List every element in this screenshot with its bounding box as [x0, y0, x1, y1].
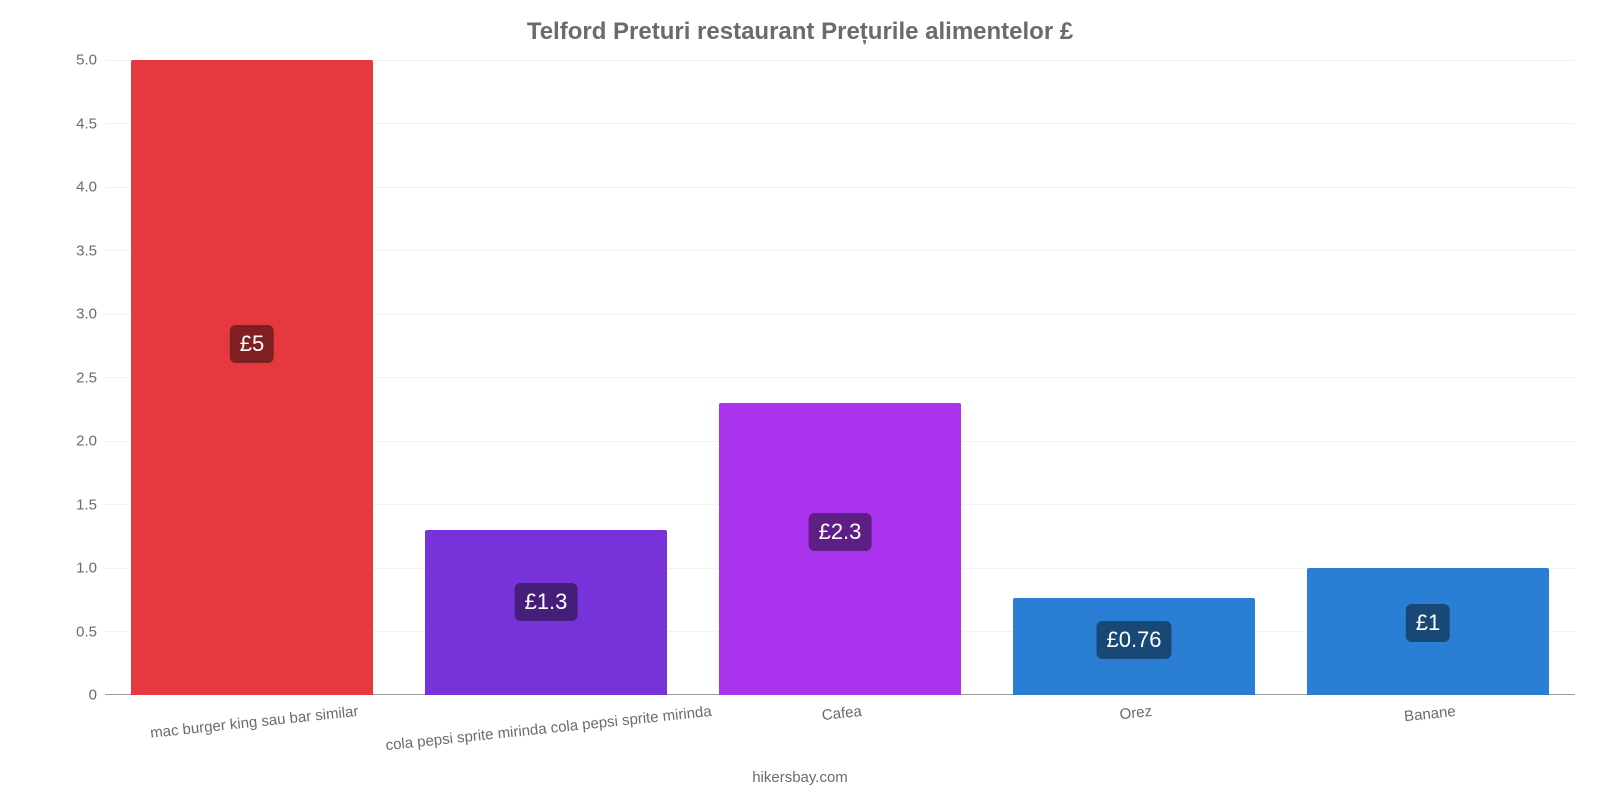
y-tick-label: 1.5	[76, 496, 105, 513]
bar-value-label: £5	[230, 325, 274, 363]
x-tick-label: Banane	[1402, 695, 1456, 725]
x-tick-label: mac burger king sau bar similar	[149, 695, 360, 742]
y-tick-label: 4.0	[76, 179, 105, 196]
plot-area: 00.51.01.52.02.53.03.54.04.55.0£5mac bur…	[105, 60, 1575, 695]
bar	[131, 60, 372, 695]
attribution: hikersbay.com	[0, 769, 1600, 786]
y-tick-label: 3.0	[76, 306, 105, 323]
x-tick-label: cola pepsi sprite mirinda cola pepsi spr…	[384, 695, 712, 754]
y-tick-label: 3.5	[76, 242, 105, 259]
bar-value-label: £1.3	[515, 583, 578, 621]
price-chart: Telford Preturi restaurant Prețurile ali…	[0, 0, 1600, 800]
y-tick-label: 0.5	[76, 623, 105, 640]
y-tick-label: 2.5	[76, 369, 105, 386]
chart-title: Telford Preturi restaurant Prețurile ali…	[0, 18, 1600, 46]
x-tick-label: Orez	[1118, 695, 1153, 723]
bar-value-label: £1	[1406, 604, 1450, 642]
bar-value-label: £2.3	[809, 513, 872, 551]
y-tick-label: 2.0	[76, 433, 105, 450]
x-tick-label: Cafea	[820, 695, 862, 724]
y-tick-label: 0	[89, 687, 105, 704]
y-tick-label: 5.0	[76, 52, 105, 69]
y-tick-label: 4.5	[76, 115, 105, 132]
bar-value-label: £0.76	[1096, 621, 1171, 659]
y-tick-label: 1.0	[76, 560, 105, 577]
